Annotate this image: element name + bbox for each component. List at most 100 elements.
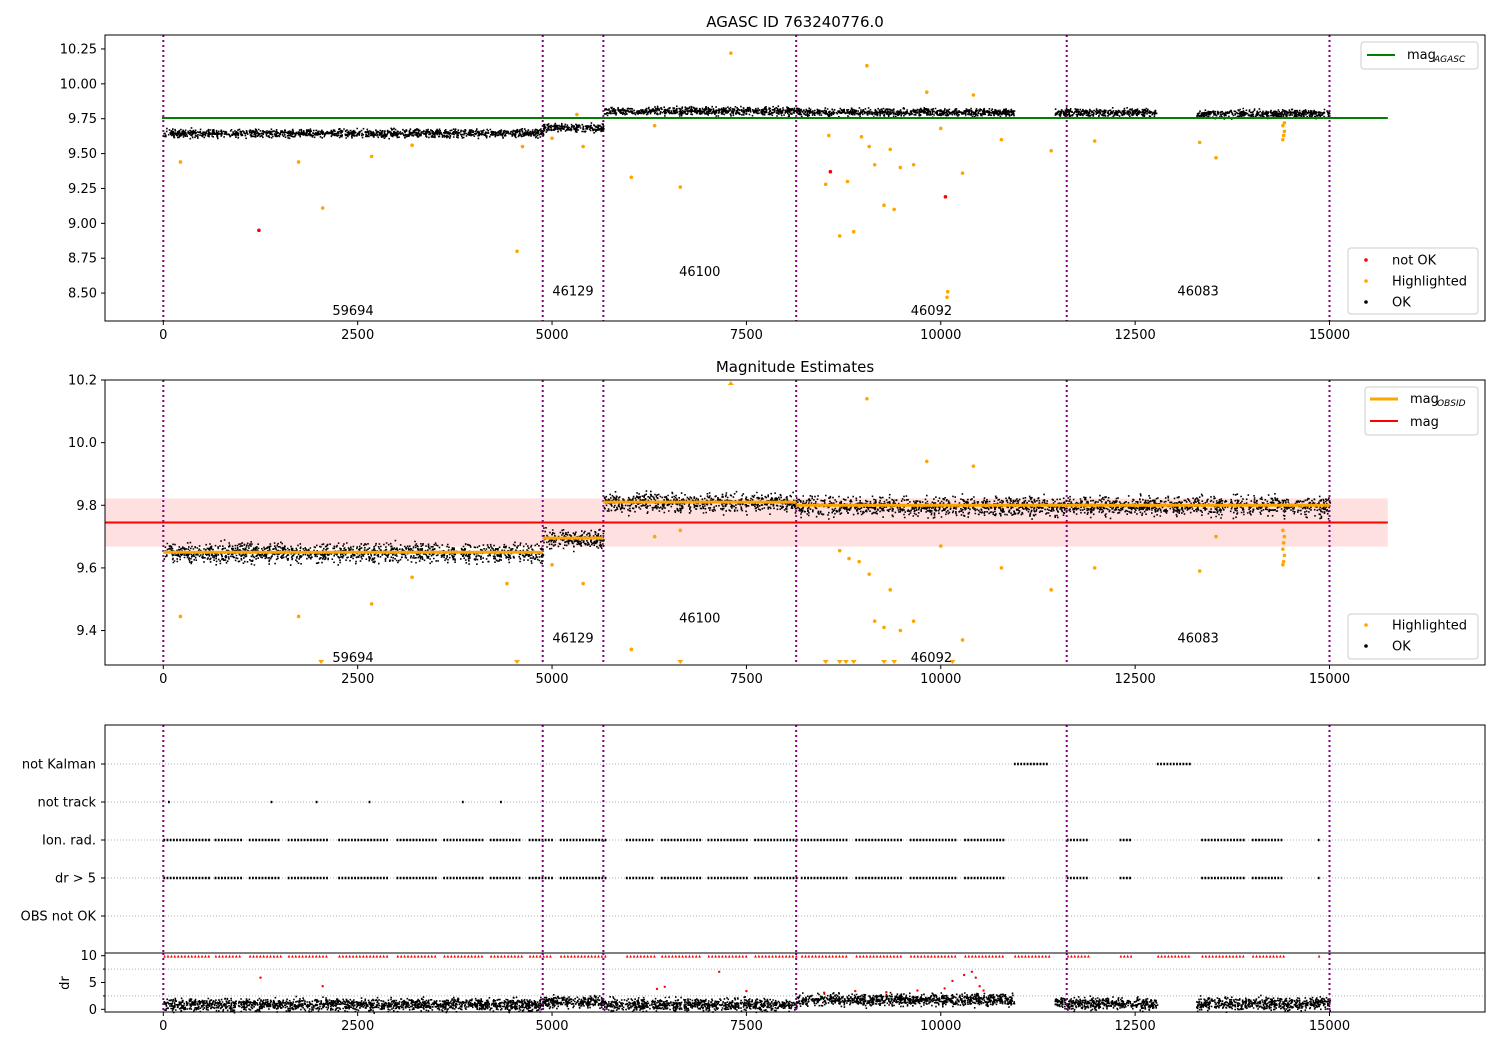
panel-4-xtick-label: 7500: [730, 1019, 763, 1034]
flag-marker: [396, 838, 437, 842]
dr-red-point: [978, 985, 981, 988]
flag-marker: [489, 876, 521, 880]
flag-marker: [559, 838, 607, 842]
flag-marker: [214, 876, 242, 880]
flag-marker: [754, 876, 798, 880]
dr-red-point: [982, 989, 985, 992]
panel-2-xtick-label: 2500: [341, 672, 374, 687]
flag-marker: [248, 838, 280, 842]
panel-2-ytick-label: 9.8: [76, 499, 97, 514]
panel-1-highlighted-point: [520, 144, 525, 149]
dr-capped-marker: [707, 954, 748, 958]
panel-2-segment-ok-points: [603, 490, 798, 517]
panel-1-highlighted-point: [729, 51, 733, 55]
panel-1-highlighted-point: [882, 203, 886, 208]
flag-marker: [443, 838, 484, 842]
panel-1-highlighted-point: [1281, 133, 1286, 138]
panel-2-clipped-low-marker: [842, 660, 849, 664]
flag-marker: [1156, 762, 1191, 766]
panel-2-highlighted-point: [178, 614, 183, 619]
panel-2-xtick-label: 15000: [1309, 672, 1350, 687]
panel-1-not-ok-point: [257, 228, 261, 233]
panel-2-highlighted-point: [678, 528, 683, 533]
panel-2-highlighted-point: [911, 619, 916, 623]
panel-1-highlighted-point: [320, 206, 325, 210]
flag-marker: [1013, 762, 1048, 766]
dr-capped-marker: [1251, 954, 1285, 958]
flag-row-label: Ion. rad.: [42, 834, 96, 849]
panel-1-xtick-label: 5000: [535, 328, 568, 343]
dr-red-point: [916, 989, 919, 992]
panel-2-highlighted-point: [898, 628, 903, 633]
panel-1-highlighted-point: [1214, 155, 1218, 160]
flag-marker: [660, 876, 702, 880]
panel-2-clipped-low-marker: [318, 660, 325, 664]
panel-2-highlighted-point: [924, 459, 929, 464]
panel-1-highlighted-point: [999, 137, 1004, 142]
dr-capped-marker: [163, 954, 211, 958]
panel-2-highlighted-point: [837, 548, 842, 553]
panel-4-xtick-label: 12500: [1114, 1019, 1155, 1034]
dr-capped-marker: [287, 954, 328, 958]
panel-1-not-ok-point: [828, 169, 833, 174]
dr-capped-marker: [1201, 954, 1245, 958]
panel-1-segment-ok-points: [542, 122, 605, 134]
panel-1-legend-label: Highlighted: [1392, 275, 1467, 290]
panel-1-highlighted-point: [823, 182, 828, 187]
panel-2-legend-label: Highlighted: [1392, 619, 1467, 634]
panel-1-ytick-label: 9.25: [68, 182, 97, 197]
panel-2-highlighted-point: [1281, 528, 1285, 533]
flag-row-label: OBS not OK: [21, 910, 97, 925]
panel-2-xtick-label: 5000: [535, 672, 568, 687]
panel-1-highlighted-point: [1092, 139, 1097, 143]
dr-axis-label: dr: [58, 976, 73, 990]
dr-capped-marker: [855, 954, 903, 958]
dr-capped-marker: [1066, 954, 1090, 958]
panel-4-xtick-label: 0: [159, 1019, 167, 1034]
panel-2-legend-mag-obsid-label: mag: [1410, 392, 1439, 407]
flag-row-label: dr > 5: [55, 872, 96, 887]
panel-2-obsid-label: 46083: [1177, 631, 1218, 646]
dr-red-point: [962, 973, 966, 977]
panel-2-highlighted-point: [865, 396, 869, 401]
panel-2-segment-ok-points: [1067, 493, 1332, 520]
dr-red-point: [854, 989, 857, 993]
flag-marker: [1066, 838, 1088, 842]
flag-marker: [338, 838, 388, 842]
panel-2-highlighted-point: [652, 534, 657, 539]
panel-2-highlighted-point: [1281, 562, 1285, 567]
panel-2-highlighted-point: [581, 581, 585, 586]
panel-1-legend-mag-agasc-subscript: AGASC: [1433, 55, 1466, 65]
panel-2-highlighted-point: [857, 559, 861, 564]
dr-capped-marker: [660, 954, 701, 958]
panel-1-legend-upper: [1360, 41, 1479, 70]
panel-2-highlighted-point: [296, 614, 301, 619]
flag-marker: [855, 876, 902, 880]
flag-marker: [338, 876, 388, 880]
panel-1-xtick-label: 10000: [920, 328, 961, 343]
panel-1-highlighted-point: [851, 229, 856, 234]
panel-2-title: Magnitude Estimates: [716, 358, 874, 376]
panel-2-highlighted-point: [847, 556, 851, 561]
panel-1-highlighted-point: [581, 144, 585, 149]
flag-marker: [964, 876, 1005, 880]
dr-red-point: [970, 970, 974, 973]
flag-marker: [287, 838, 328, 842]
flag-marker: [168, 800, 170, 804]
flag-marker: [270, 800, 273, 804]
panel-2-clipped-low-marker: [677, 660, 684, 664]
dr-ok-points: [796, 991, 1016, 1009]
panel-2-highlighted-point: [410, 575, 414, 580]
panel-1-highlighted-point: [872, 162, 877, 167]
flag-row-label: not track: [37, 796, 96, 811]
panel-2-highlighted-point: [971, 464, 976, 468]
panel-1-highlighted-point: [178, 160, 183, 164]
flag-marker: [800, 838, 848, 842]
panel-2-clipped-low-marker: [850, 660, 857, 664]
flag-marker: [1251, 876, 1283, 880]
panel-1-legend-swatch: [1364, 258, 1368, 262]
panel-2-highlighted-point: [888, 588, 893, 592]
panel-1-highlighted-point: [827, 133, 831, 138]
dr-capped-marker: [964, 954, 1005, 958]
panel-2-legend-mag-obsid-subscript: OBSID: [1437, 399, 1466, 409]
